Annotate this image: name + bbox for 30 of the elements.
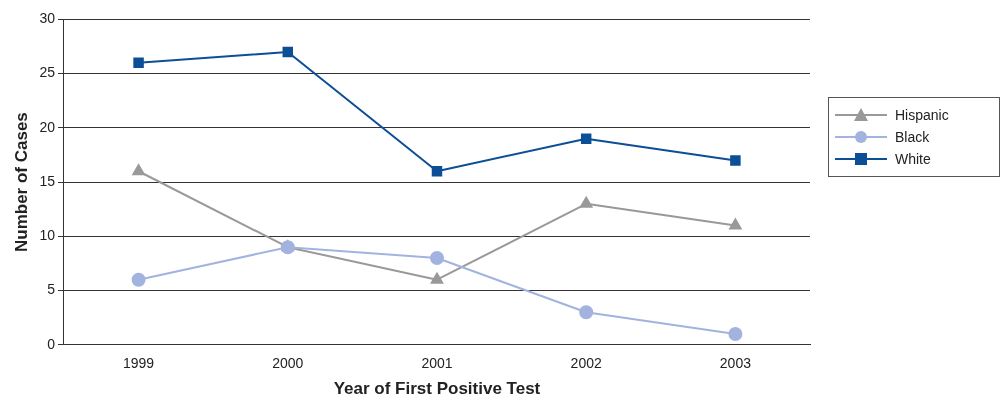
legend-label: Black <box>895 129 930 145</box>
y-tick-label: 25 <box>39 64 56 81</box>
point <box>429 251 444 266</box>
point <box>133 57 144 69</box>
point <box>282 46 294 58</box>
point <box>431 166 443 177</box>
x-axis-title: Year of First Positive Test <box>333 379 541 399</box>
y-tick-label: 15 <box>39 172 56 189</box>
point <box>430 272 444 284</box>
y-tick-label: 0 <box>47 335 56 352</box>
point <box>729 218 742 230</box>
point <box>131 272 146 287</box>
point <box>580 196 593 208</box>
y-tick-label: 20 <box>39 118 56 135</box>
x-tick-label: 2000 <box>272 355 304 372</box>
point <box>132 164 145 176</box>
legend-label: White <box>895 151 931 167</box>
point <box>580 133 592 144</box>
point <box>579 305 594 320</box>
point <box>730 155 741 166</box>
y-tick-label: 10 <box>39 227 56 244</box>
y-tick-label: 30 <box>39 10 56 27</box>
x-tick-label: 2003 <box>719 355 752 372</box>
legend-label: Hispanic <box>895 107 949 123</box>
x-tick-label: 1999 <box>123 355 155 372</box>
x-tick-label: 2001 <box>421 355 453 372</box>
y-tick-label: 5 <box>47 281 56 298</box>
point <box>728 326 743 341</box>
y-axis-title: Number of Cases <box>11 112 31 253</box>
x-tick-label: 2002 <box>570 355 602 372</box>
